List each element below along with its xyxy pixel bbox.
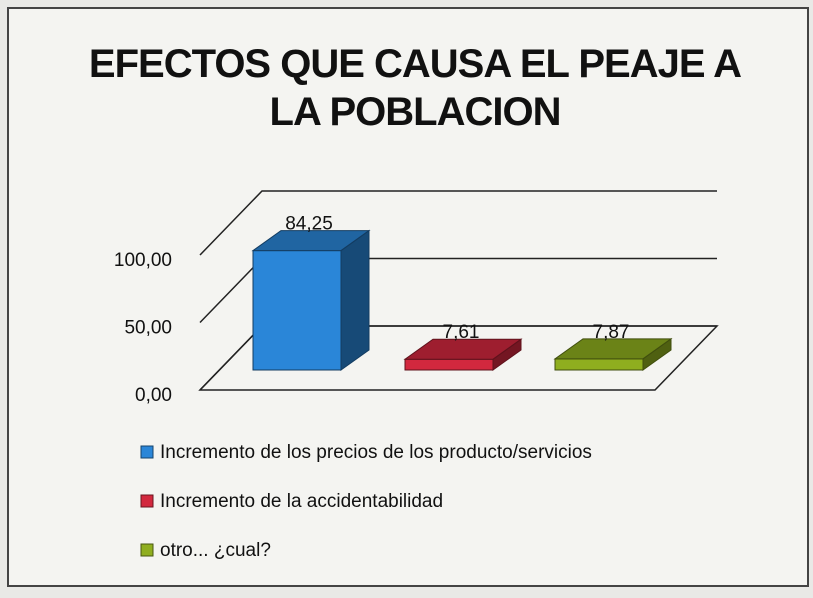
bar-top	[403, 338, 523, 360]
bar	[251, 229, 371, 371]
legend-swatch	[140, 543, 154, 557]
legend-swatch	[140, 494, 154, 508]
legend-swatch	[140, 445, 154, 459]
bar-front	[554, 358, 644, 371]
legend-label: otro... ¿cual?	[160, 540, 271, 561]
bar-side	[340, 229, 370, 371]
data-label: 7,61	[443, 322, 480, 343]
legend-label: Incremento de la accidentabilidad	[160, 491, 443, 512]
bar	[403, 338, 523, 371]
grid-line	[199, 190, 717, 256]
y-tick-label: 100,00	[114, 250, 172, 271]
bar-front	[252, 250, 342, 371]
bar-front	[404, 358, 494, 371]
bar-top	[251, 230, 371, 252]
data-label: 84,25	[285, 214, 333, 235]
y-tick-label: 0,00	[135, 385, 172, 406]
chart-title: EFECTOS QUE CAUSA EL PEAJE A LA POBLACIO…	[88, 42, 742, 134]
legend-label: Incremento de los precios de los product…	[160, 442, 592, 463]
y-tick-label: 50,00	[124, 318, 172, 339]
chart-frame	[7, 7, 809, 587]
bar	[553, 337, 673, 371]
bar-top	[553, 338, 673, 360]
data-label: 7,87	[593, 322, 630, 343]
